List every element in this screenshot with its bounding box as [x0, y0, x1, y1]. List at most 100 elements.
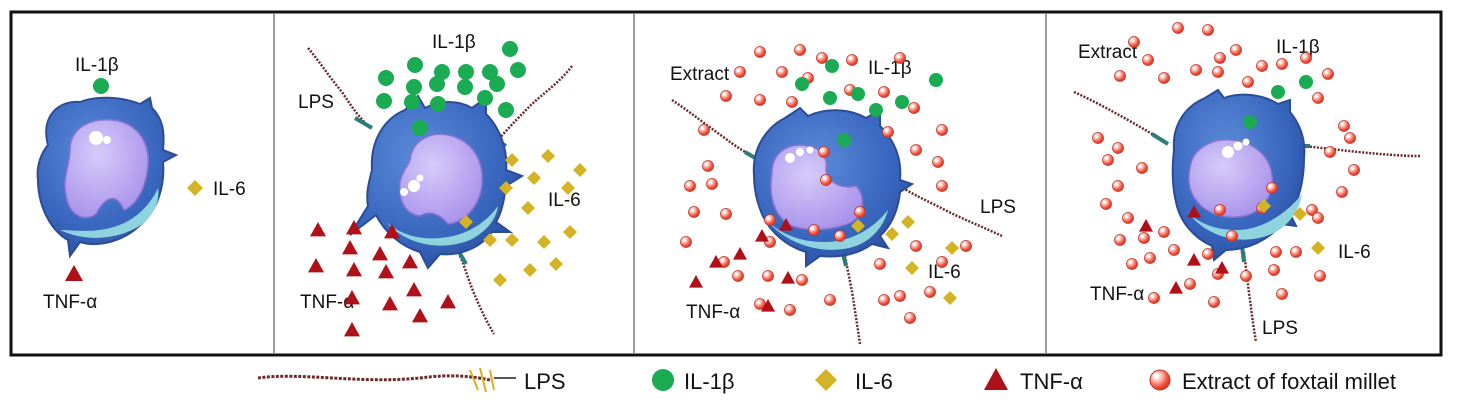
tnfa-triangle-icon [440, 294, 456, 309]
il6-diamond-icon [523, 263, 537, 277]
lps-label: LPS [298, 92, 334, 113]
extract-sphere-icon [1158, 226, 1170, 238]
extract-sphere-icon [1336, 186, 1348, 198]
il6-diamond-icon [851, 219, 865, 233]
tnfa-triangle-icon [1139, 219, 1153, 232]
extract-sphere-icon [702, 160, 714, 172]
il6-cluster [1257, 199, 1325, 255]
il6-diamond-icon [493, 273, 507, 287]
il1b-circle-icon [404, 94, 420, 110]
extract-sphere-icon [732, 270, 744, 282]
tnfa-triangle-icon [344, 290, 360, 305]
il1b-circle-icon [895, 95, 909, 109]
tnfa-cluster [689, 218, 795, 312]
il6-diamond-icon [537, 235, 551, 249]
extract-sphere-icon [754, 298, 766, 310]
extract-sphere-icon [960, 240, 972, 252]
extract-sphere-icon [1276, 58, 1288, 70]
il6-diamond-icon [499, 181, 513, 195]
tnfa-triangle-icon [346, 220, 362, 235]
extract-sphere-icon [1348, 164, 1360, 176]
extract-sphere-icon [924, 286, 936, 298]
il6-diamond-icon [945, 241, 959, 255]
il6-diamond-icon [527, 171, 541, 185]
il6-diamond-icon [483, 233, 497, 247]
il1b-circle-icon [457, 79, 473, 95]
il1b-circle-icon [458, 64, 474, 80]
il1b-circle-icon [652, 369, 674, 391]
legend-extract-label: Extract of foxtail millet [1182, 369, 1396, 394]
tnfa-cluster [1139, 205, 1229, 294]
tnfa-triangle-icon [384, 224, 400, 239]
tnfa-triangle-icon [346, 262, 362, 277]
legend-tnfa-label: TNF-α [1020, 369, 1083, 394]
tnfa-triangle-icon [733, 247, 747, 260]
il6-cluster [851, 215, 959, 305]
extract-sphere-icon [734, 66, 746, 78]
tnfa-triangle-icon [1215, 261, 1229, 274]
legend: LPS IL-1β IL-6 TNF-α Extract of foxtail … [257, 367, 1396, 394]
il1b-circle-icon [1243, 115, 1257, 129]
tnfa-label: TNF-α [43, 292, 97, 313]
il6-diamond-icon [561, 181, 575, 195]
tnfa-triangle-icon [761, 299, 775, 312]
extract-sphere-icon [1312, 92, 1324, 104]
il1b-circle-icon [498, 102, 514, 118]
extract-sphere-icon [882, 126, 894, 138]
il6-diamond-icon [1257, 199, 1271, 213]
extract-sphere-icon [1338, 120, 1350, 132]
extract-sphere-icon [1202, 24, 1214, 36]
extract-sphere-icon [794, 44, 806, 56]
extract-sphere-icon [932, 156, 944, 168]
tnfa-label: TNF-α [1090, 284, 1144, 305]
tnfa-triangle-icon [344, 322, 360, 337]
panel-lps-extract-cell-2: Extract IL-1β IL-6 TNF-α LPS [1073, 22, 1421, 343]
extract-sphere-icon [786, 96, 798, 108]
extract-sphere-icon [1142, 54, 1154, 66]
il1b-circle-icon [510, 62, 526, 78]
extract-sphere-icon [936, 256, 948, 268]
extract-sphere-icon [1138, 232, 1150, 244]
extract-sphere-icon [834, 230, 846, 242]
extract-sphere-icon [816, 52, 828, 64]
extract-sphere-icon [764, 214, 776, 226]
panel-lps-extract-cell: Extract IL-1β LPS IL-6 TNF-α [670, 44, 1016, 345]
extract-sphere-icon [684, 180, 696, 192]
il6-label: IL-6 [213, 179, 246, 200]
il6-diamond-icon [549, 257, 563, 271]
extract-sphere-icon [1184, 278, 1196, 290]
extract-sphere-icon [1268, 264, 1280, 276]
extract-sphere-icon [820, 174, 832, 186]
extract-sphere-icon [1266, 182, 1278, 194]
il1b-circle-icon [502, 41, 518, 57]
il1b-circle-icon [929, 73, 943, 87]
extract-sphere-icon [1212, 66, 1224, 78]
extract-sphere-icon [878, 294, 890, 306]
il1b-circle-icon [378, 70, 394, 86]
extract-sphere-icon [1128, 36, 1140, 48]
tnfa-triangle-icon [689, 275, 703, 288]
extract-sphere-icon [1290, 246, 1302, 258]
legend-il1b-label: IL-1β [684, 369, 735, 394]
il6-diamond-icon [815, 369, 837, 391]
il1b-cluster [795, 59, 943, 147]
extract-sphere-icon [1226, 230, 1238, 242]
extract-sphere-icon [1114, 70, 1126, 82]
extract-sphere-icon [846, 54, 858, 66]
extract-sphere-icon [1126, 258, 1138, 270]
il6-label: IL-6 [928, 262, 961, 283]
tnfa-triangle-icon [781, 271, 795, 284]
extract-sphere-icon [796, 274, 808, 286]
extract-sphere-icon [1344, 132, 1356, 144]
il6-diamond-icon [505, 153, 519, 167]
extract-sphere-icon [1300, 52, 1312, 64]
extract-cluster [680, 44, 972, 324]
tnfa-triangle-icon [382, 296, 398, 311]
il6-diamond-icon [541, 149, 555, 163]
il1b-circle-icon [434, 64, 450, 80]
il1b-circle-icon [406, 79, 422, 95]
extract-label: Extract [1078, 42, 1138, 63]
il1b-circle-icon [1299, 75, 1313, 89]
il1b-circle-icon [376, 93, 392, 109]
extract-sphere-icon [1312, 212, 1324, 224]
